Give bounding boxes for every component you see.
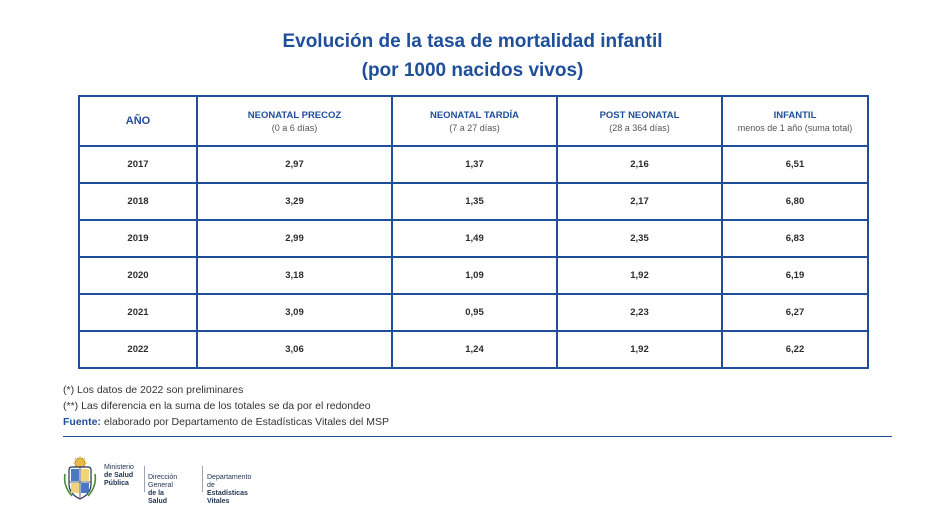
page-subtitle: (por 1000 nacidos vivos) xyxy=(361,60,584,81)
column-header-label: NEONATAL PRECOZ xyxy=(247,109,342,121)
cell-post-neonatal: 2,23 xyxy=(556,293,723,332)
cell-neonatal-precoz: 3,18 xyxy=(196,256,393,295)
column-header-label: POST NEONATAL xyxy=(599,109,680,121)
column-header-label: NEONATAL TARDÍA xyxy=(429,109,519,121)
org-departamento-line2: Estadísticas Vitales xyxy=(207,490,248,505)
cell-year: 2018 xyxy=(78,182,198,221)
cell-post-neonatal: 2,17 xyxy=(556,182,723,221)
cell-year: 2017 xyxy=(78,145,198,184)
org-ministerio-line2: de Salud xyxy=(104,472,134,479)
footnote-preliminary: (*) Los datos de 2022 son preliminares xyxy=(63,384,244,396)
cell-year: 2022 xyxy=(78,330,198,369)
column-header-post-neonatal: POST NEONATAL (28 a 364 días) xyxy=(556,95,723,147)
footnote-rounding: (**) Las diferencia en la suma de los to… xyxy=(63,400,371,412)
cell-infantil: 6,51 xyxy=(721,145,869,184)
cell-neonatal-tardia: 1,37 xyxy=(391,145,558,184)
cell-neonatal-tardia: 0,95 xyxy=(391,293,558,332)
cell-post-neonatal: 1,92 xyxy=(556,330,723,369)
cell-neonatal-precoz: 2,97 xyxy=(196,145,393,184)
cell-infantil: 6,80 xyxy=(721,182,869,221)
column-header-label: AÑO xyxy=(125,114,151,127)
cell-infantil: 6,83 xyxy=(721,219,869,258)
column-header-sublabel: (7 a 27 días) xyxy=(449,122,500,133)
cell-post-neonatal: 1,92 xyxy=(556,256,723,295)
table-row: 2019 2,99 1,49 2,35 6,83 xyxy=(78,219,869,258)
cell-neonatal-tardia: 1,09 xyxy=(391,256,558,295)
org-ministerio-line3: Pública xyxy=(104,480,129,487)
cell-neonatal-tardia: 1,35 xyxy=(391,182,558,221)
table-row: 2018 3,29 1,35 2,17 6,80 xyxy=(78,182,869,221)
source-text: elaborado por Departamento de Estadístic… xyxy=(100,416,390,428)
column-header-neonatal-tardia: NEONATAL TARDÍA (7 a 27 días) xyxy=(391,95,558,147)
footer-divider xyxy=(63,436,892,437)
org-departamento-line1: Departamento de xyxy=(207,474,252,489)
source-note: Fuente: elaborado por Departamento de Es… xyxy=(63,414,389,430)
page-title: Evolución de la tasa de mortalidad infan… xyxy=(282,31,663,52)
org-direccion-line1: Dirección General xyxy=(148,474,178,489)
org-direccion: Dirección General de la Salud xyxy=(148,474,177,506)
cell-infantil: 6,27 xyxy=(721,293,869,332)
source-label: Fuente: xyxy=(63,416,101,428)
cell-post-neonatal: 2,35 xyxy=(556,219,723,258)
column-header-neonatal-precoz: NEONATAL PRECOZ (0 a 6 días) xyxy=(196,95,393,147)
cell-neonatal-precoz: 3,29 xyxy=(196,182,393,221)
org-ministerio: Ministerio de Salud Pública xyxy=(104,464,156,488)
uruguay-coat-of-arms-icon xyxy=(63,456,97,500)
cell-neonatal-tardia: 1,24 xyxy=(391,330,558,369)
cell-infantil: 6,19 xyxy=(721,256,869,295)
org-departamento: Departamento de Estadísticas Vitales xyxy=(207,474,251,506)
cell-year: 2021 xyxy=(78,293,198,332)
column-header-sublabel: menos de 1 año (suma total) xyxy=(737,122,853,133)
org-ministerio-line1: Ministerio xyxy=(104,464,134,471)
cell-neonatal-precoz: 2,99 xyxy=(196,219,393,258)
cell-year: 2019 xyxy=(78,219,198,258)
column-header-anio: AÑO xyxy=(78,95,198,147)
cell-neonatal-tardia: 1,49 xyxy=(391,219,558,258)
cell-post-neonatal: 2,16 xyxy=(556,145,723,184)
table-row: 2017 2,97 1,37 2,16 6,51 xyxy=(78,145,869,184)
logo-separator xyxy=(202,466,203,492)
column-header-infantil: INFANTIL menos de 1 año (suma total) xyxy=(721,95,869,147)
cell-year: 2020 xyxy=(78,256,198,295)
logo-separator xyxy=(144,466,145,492)
cell-neonatal-precoz: 3,09 xyxy=(196,293,393,332)
column-header-sublabel: (0 a 6 días) xyxy=(271,122,318,133)
mortality-table: AÑO NEONATAL PRECOZ (0 a 6 días) NEONATA… xyxy=(78,95,869,369)
footnotes: (*) Los datos de 2022 son preliminares (… xyxy=(63,382,389,430)
cell-neonatal-precoz: 3,06 xyxy=(196,330,393,369)
table-row: 2021 3,09 0,95 2,23 6,27 xyxy=(78,293,869,332)
table-row: 2022 3,06 1,24 1,92 6,22 xyxy=(78,330,869,369)
table-row: 2020 3,18 1,09 1,92 6,19 xyxy=(78,256,869,295)
org-direccion-line2: de la Salud xyxy=(148,490,168,505)
column-header-sublabel: (28 a 364 días) xyxy=(609,122,670,133)
cell-infantil: 6,22 xyxy=(721,330,869,369)
column-header-label: INFANTIL xyxy=(773,109,817,121)
table-header-row: AÑO NEONATAL PRECOZ (0 a 6 días) NEONATA… xyxy=(78,95,869,147)
